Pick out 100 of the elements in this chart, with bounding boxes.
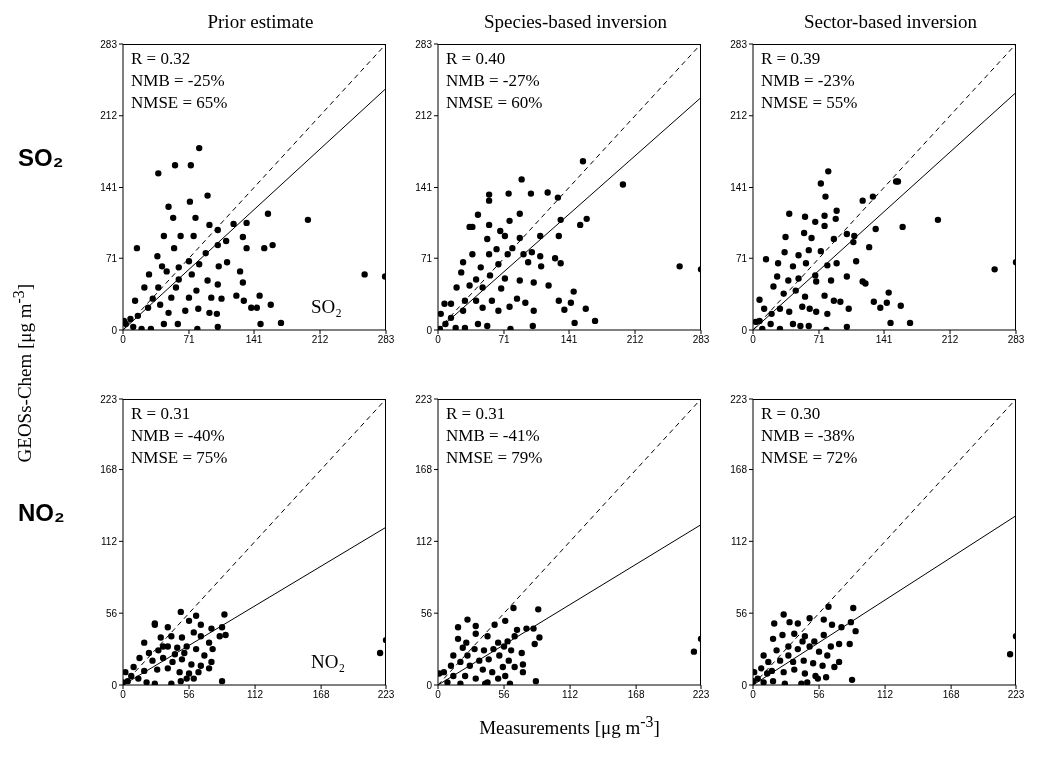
point — [149, 657, 156, 664]
y-tick-label: 168 — [100, 464, 118, 476]
annotation: NO₂ — [311, 651, 346, 672]
point — [222, 631, 229, 639]
y-tick-label: 212 — [415, 110, 433, 122]
annotation: NMB = -25% — [131, 71, 225, 90]
point — [502, 672, 509, 680]
point — [496, 652, 503, 659]
x-tick-label: 212 — [311, 334, 329, 346]
point — [464, 652, 471, 659]
chart-title: Sector-based inversion — [803, 11, 978, 32]
y-tick-label: 283 — [100, 38, 118, 50]
point — [438, 670, 443, 677]
point — [820, 616, 827, 623]
point — [815, 648, 823, 655]
point — [472, 622, 479, 630]
point — [164, 624, 172, 631]
annotation: R = 0.31 — [446, 404, 506, 423]
point — [472, 630, 479, 637]
point — [154, 666, 161, 673]
point — [819, 662, 826, 669]
point — [159, 643, 167, 650]
point — [197, 633, 205, 640]
point — [197, 621, 205, 628]
point — [518, 649, 525, 657]
y-tick-label: 56 — [735, 607, 748, 619]
point — [504, 638, 511, 645]
point — [201, 652, 208, 659]
text: NO₂ — [18, 499, 65, 527]
annotation: R = 0.30 — [761, 404, 821, 423]
x-tick-label: 71 — [183, 334, 195, 346]
point — [159, 654, 167, 662]
x-tick-label: 0 — [120, 334, 127, 346]
point — [799, 638, 806, 645]
point — [835, 640, 843, 648]
x-tick-label: 141 — [245, 334, 263, 346]
y-tick-label: 0 — [111, 324, 118, 336]
point — [444, 679, 451, 685]
point — [760, 652, 767, 659]
point — [221, 611, 228, 618]
annotation: SO₂ — [311, 296, 342, 317]
point — [794, 645, 802, 653]
point — [197, 662, 205, 669]
point — [809, 660, 817, 667]
annotation: NMB = -41% — [446, 426, 540, 445]
y-tick-label: 112 — [416, 535, 433, 547]
point — [785, 652, 792, 659]
chart-title: Prior estimate — [207, 11, 314, 32]
point — [806, 643, 813, 650]
x-tick-label: 0 — [435, 334, 442, 346]
point — [806, 615, 813, 622]
point — [531, 640, 538, 648]
y-tick-label: 0 — [426, 324, 433, 336]
point — [479, 666, 487, 673]
point — [499, 663, 507, 671]
point — [530, 625, 537, 632]
point — [463, 639, 470, 646]
y-tick-label: 71 — [735, 252, 748, 264]
point — [801, 633, 809, 640]
annotation: R = 0.31 — [131, 404, 191, 423]
x-tick-label: 223 — [377, 689, 395, 701]
x-axis-title: Measurements [μg m$^{-3}$] — [479, 713, 660, 739]
point — [457, 658, 464, 666]
point — [208, 658, 215, 666]
point — [769, 677, 777, 685]
point — [785, 643, 792, 650]
y-tick-label: 0 — [741, 324, 748, 336]
point — [794, 620, 802, 627]
point — [763, 670, 771, 677]
point — [476, 657, 483, 664]
y-tick-label: 0 — [426, 679, 433, 691]
point — [178, 634, 186, 641]
point — [208, 625, 215, 632]
annotation: NMSE = 55% — [761, 93, 858, 112]
y-tick-label: 141 — [100, 182, 118, 194]
point — [128, 672, 135, 680]
y-tick-label: 141 — [415, 182, 433, 194]
point — [519, 668, 527, 676]
point — [195, 668, 202, 676]
y-tick-label: 0 — [111, 679, 118, 691]
point — [780, 668, 787, 676]
y-tick-label: 212 — [730, 110, 748, 122]
point — [532, 677, 540, 685]
point — [155, 647, 162, 654]
y-tick-label: 56 — [105, 607, 118, 619]
point — [690, 648, 698, 655]
x-tick-label: 71 — [498, 334, 510, 346]
point — [801, 670, 809, 677]
x-tick-label: 141 — [560, 334, 578, 346]
point — [164, 665, 172, 672]
point — [773, 647, 780, 654]
point — [822, 674, 830, 681]
annotation: NMSE = 65% — [131, 93, 228, 112]
point — [536, 634, 543, 641]
point — [171, 651, 179, 658]
annotation: R = 0.39 — [761, 49, 821, 68]
x-tick-label: 223 — [692, 689, 710, 701]
point — [835, 658, 843, 666]
point — [185, 617, 193, 625]
x-tick-label: 223 — [1007, 689, 1025, 701]
